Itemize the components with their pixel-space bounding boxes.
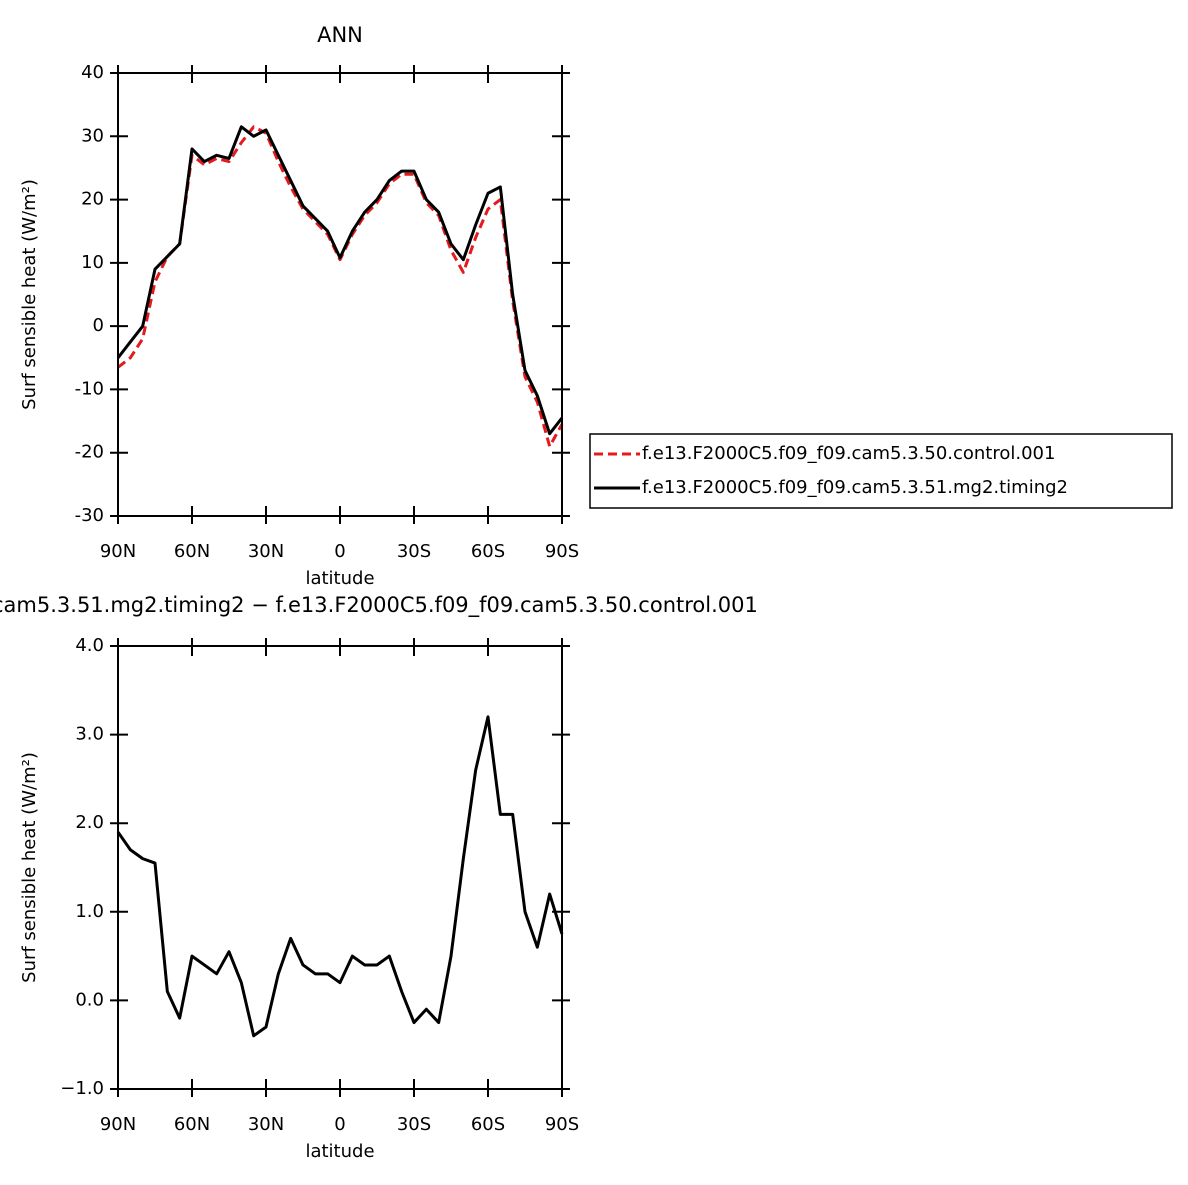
y-tick-label: 20	[81, 189, 104, 210]
y-tick-label: 1.0	[75, 901, 104, 922]
x-tick-label: 60S	[471, 1114, 505, 1135]
legend-label: f.e13.F2000C5.f09_f09.cam5.3.50.control.…	[642, 443, 1055, 464]
plot-frame	[117, 645, 563, 1090]
legend-box	[589, 433, 1173, 509]
x-tick-label: 30N	[248, 541, 284, 562]
x-axis-label: latitude	[305, 568, 374, 589]
y-axis-label: Surf sensible heat (W/m²)	[19, 179, 40, 410]
x-axis-label: latitude	[305, 1141, 374, 1162]
x-tick-label: 30N	[248, 1114, 284, 1135]
series-line	[116, 715, 564, 1038]
y-tick-label: 4.0	[75, 635, 104, 656]
x-tick-label: 60N	[174, 1114, 210, 1135]
legend-label: f.e13.F2000C5.f09_f09.cam5.3.51.mg2.timi…	[642, 477, 1068, 498]
y-tick-label: 2.0	[75, 812, 104, 833]
y-tick-label: -10	[75, 378, 104, 399]
chart-title: cam5.3.51.mg2.timing2 − f.e13.F2000C5.f0…	[0, 593, 758, 618]
y-tick-label: 0	[93, 315, 104, 336]
series-line	[116, 125, 564, 436]
y-axis-label: Surf sensible heat (W/m²)	[19, 752, 40, 983]
x-tick-label: 0	[334, 1114, 345, 1135]
chart-title: ANN	[317, 23, 363, 47]
x-tick-label: 30S	[397, 1114, 431, 1135]
y-tick-label: 3.0	[75, 724, 104, 745]
x-tick-label: 90S	[545, 1114, 579, 1135]
x-tick-label: 0	[334, 541, 345, 562]
y-tick-label: -30	[75, 505, 104, 526]
x-tick-label: 30S	[397, 541, 431, 562]
y-tick-label: 10	[81, 252, 104, 273]
x-tick-label: 60N	[174, 541, 210, 562]
y-tick-label: -20	[75, 442, 104, 463]
y-tick-label: 0.0	[75, 989, 104, 1010]
y-tick-label: −1.0	[60, 1078, 104, 1099]
x-tick-label: 90N	[100, 1114, 136, 1135]
plot-frame	[117, 72, 563, 517]
x-tick-label: 90S	[545, 541, 579, 562]
series-line	[117, 125, 564, 448]
x-tick-label: 60S	[471, 541, 505, 562]
y-tick-label: 40	[81, 62, 104, 83]
y-tick-label: 30	[81, 125, 104, 146]
x-tick-label: 90N	[100, 541, 136, 562]
